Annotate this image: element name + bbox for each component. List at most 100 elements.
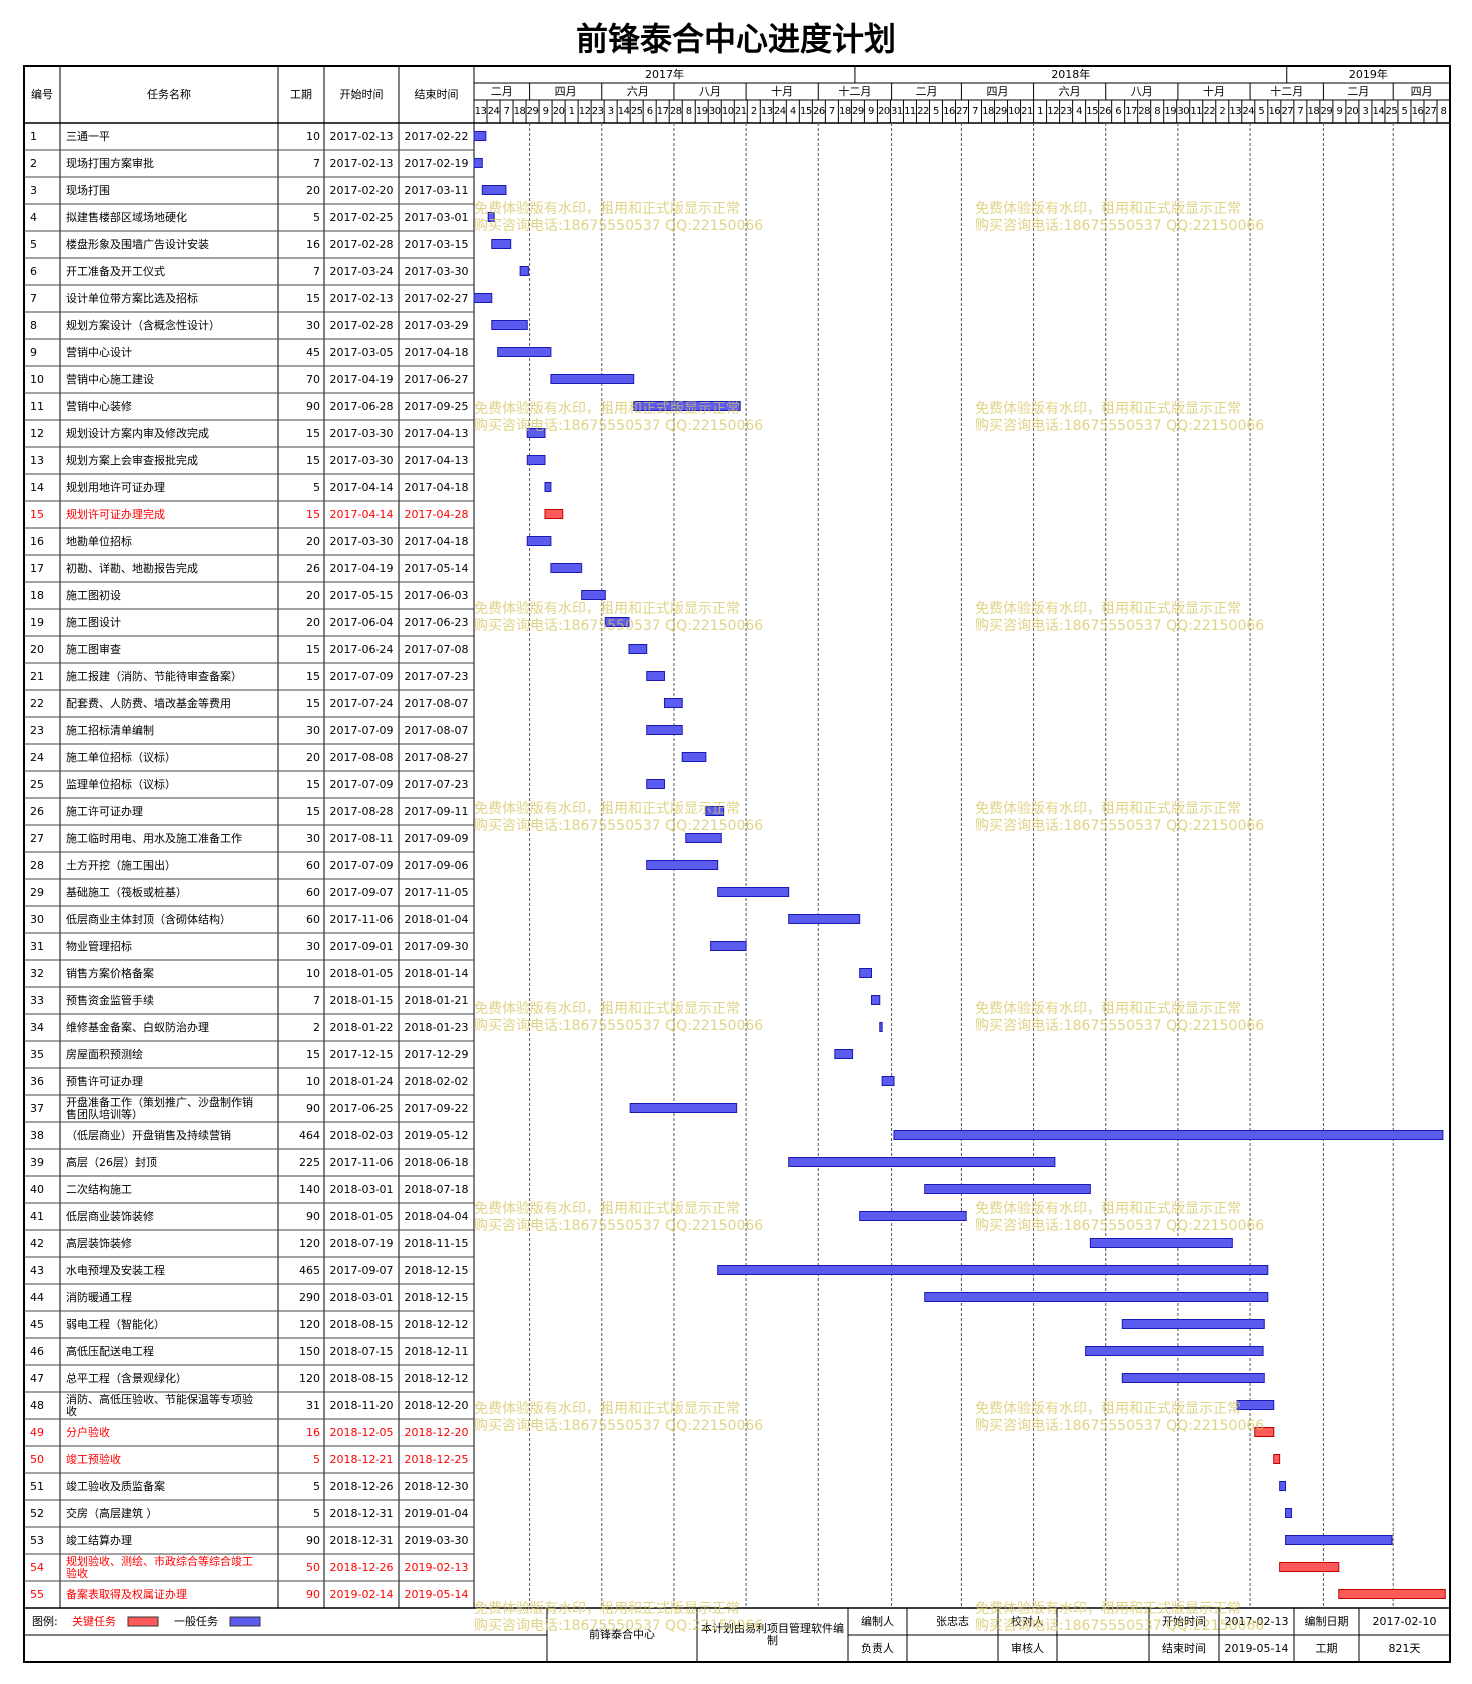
task-start: 2018-12-05: [329, 1425, 394, 1439]
task-id: 23: [30, 723, 44, 737]
task-name: 施工报建（消防、节能待审查备案）: [66, 669, 242, 683]
task-name: 施工临时用电、用水及施工准备工作: [66, 831, 242, 845]
task-id: 5: [30, 237, 37, 251]
task-duration: 90: [306, 1101, 320, 1115]
task-bar: [870, 995, 881, 1005]
task-start: 2018-12-31: [329, 1533, 394, 1547]
task-duration: 20: [306, 588, 320, 602]
task-end: 2017-07-08: [404, 642, 469, 656]
task-bar: [1279, 1481, 1287, 1491]
task-bar: [526, 428, 546, 438]
task-bar: [924, 1292, 1269, 1302]
month-label: 十二月: [838, 84, 872, 98]
task-start: 2017-02-13: [329, 291, 394, 305]
task-end: 2017-08-07: [404, 723, 469, 737]
task-id: 49: [30, 1425, 44, 1439]
day-label: 1: [568, 105, 575, 117]
task-duration: 20: [306, 750, 320, 764]
task-id: 39: [30, 1155, 44, 1169]
day-label: 8: [1154, 105, 1161, 117]
task-bar: [710, 941, 747, 951]
task-name: 消防暖通工程: [66, 1290, 132, 1304]
task-duration: 5: [313, 1479, 320, 1493]
task-name: 高低压配送电工程: [66, 1344, 154, 1358]
task-id: 53: [30, 1533, 44, 1547]
task-bar: [491, 320, 528, 330]
task-name: 初勘、详勘、地勘报告完成: [66, 561, 198, 575]
task-id: 28: [30, 858, 44, 872]
task-duration: 30: [306, 723, 320, 737]
day-label: 20: [1346, 105, 1359, 117]
task-duration: 15: [306, 291, 320, 305]
task-id: 44: [30, 1290, 44, 1304]
task-end: 2019-03-30: [404, 1533, 469, 1547]
footer-project: 前锋泰合中心: [589, 1628, 655, 1641]
day-label: 17: [656, 105, 669, 117]
task-duration: 10: [306, 1074, 320, 1088]
task-name: 基础施工（筏板或桩基）: [66, 885, 187, 899]
task-end: 2017-09-06: [404, 858, 469, 872]
task-duration: 15: [306, 507, 320, 521]
month-label: 六月: [626, 84, 649, 98]
task-end: 2019-02-13: [404, 1560, 469, 1574]
task-name: 规划许可证办理完成: [66, 507, 165, 521]
task-start: 2017-03-30: [329, 426, 394, 440]
day-label: 9: [867, 105, 874, 117]
task-name: 现场打围: [66, 183, 110, 197]
task-start: 2017-08-11: [329, 831, 394, 845]
task-bar: [1273, 1454, 1281, 1464]
task-end: 2017-02-22: [404, 129, 469, 143]
task-end: 2017-09-30: [404, 939, 469, 953]
task-id: 43: [30, 1263, 44, 1277]
task-duration: 15: [306, 804, 320, 818]
task-name: 拟建售楼部区域场地硬化: [66, 210, 187, 224]
task-duration: 120: [299, 1371, 320, 1385]
day-label: 17: [1125, 105, 1138, 117]
task-duration: 16: [306, 1425, 320, 1439]
task-end: 2017-03-29: [404, 318, 469, 332]
task-name: 楼盘形象及围墙广告设计安装: [66, 237, 209, 251]
day-label: 7: [503, 105, 510, 117]
task-end: 2017-08-07: [404, 696, 469, 710]
day-label: 19: [1164, 105, 1177, 117]
task-start: 2017-09-07: [329, 1263, 394, 1277]
task-start: 2018-01-22: [329, 1020, 394, 1034]
day-label: 2: [1219, 105, 1226, 117]
task-end: 2018-07-18: [404, 1182, 469, 1196]
task-name: 施工招标清单编制: [66, 723, 154, 737]
day-label: 16: [1268, 105, 1281, 117]
footer-label: 校对人: [1011, 1614, 1044, 1628]
task-duration: 16: [306, 237, 320, 251]
task-id: 8: [30, 318, 37, 332]
task-bar: [788, 1157, 1056, 1167]
task-name: 消防、高低压验收、节能保温等专项验收: [66, 1392, 253, 1418]
task-end: 2018-12-15: [404, 1263, 469, 1277]
task-name: 竣工预验收: [66, 1452, 121, 1466]
task-duration: 15: [306, 453, 320, 467]
task-name: 分户验收: [66, 1425, 110, 1439]
task-end: 2017-02-27: [404, 291, 469, 305]
task-id: 7: [30, 291, 37, 305]
task-start: 2018-12-26: [329, 1479, 394, 1493]
task-start: 2017-02-28: [329, 237, 394, 251]
task-name: 销售方案价格备案: [66, 966, 154, 980]
task-bar: [717, 887, 790, 897]
task-name: 监理单位招标（议标）: [66, 777, 176, 791]
day-label: 24: [487, 105, 500, 117]
task-id: 15: [30, 507, 44, 521]
task-bar: [481, 185, 507, 195]
task-bar: [628, 644, 648, 654]
task-bar: [924, 1184, 1091, 1194]
task-start: 2017-11-06: [329, 1155, 394, 1169]
task-name: 施工图审查: [66, 642, 121, 656]
day-label: 25: [1385, 105, 1398, 117]
task-start: 2017-02-13: [329, 156, 394, 170]
task-name: 营销中心装修: [66, 399, 132, 413]
task-id: 33: [30, 993, 44, 1007]
task-duration: 7: [313, 156, 320, 170]
day-label: 13: [1229, 105, 1242, 117]
task-end: 2019-05-12: [404, 1128, 469, 1142]
task-start: 2017-09-01: [329, 939, 394, 953]
task-duration: 60: [306, 912, 320, 926]
